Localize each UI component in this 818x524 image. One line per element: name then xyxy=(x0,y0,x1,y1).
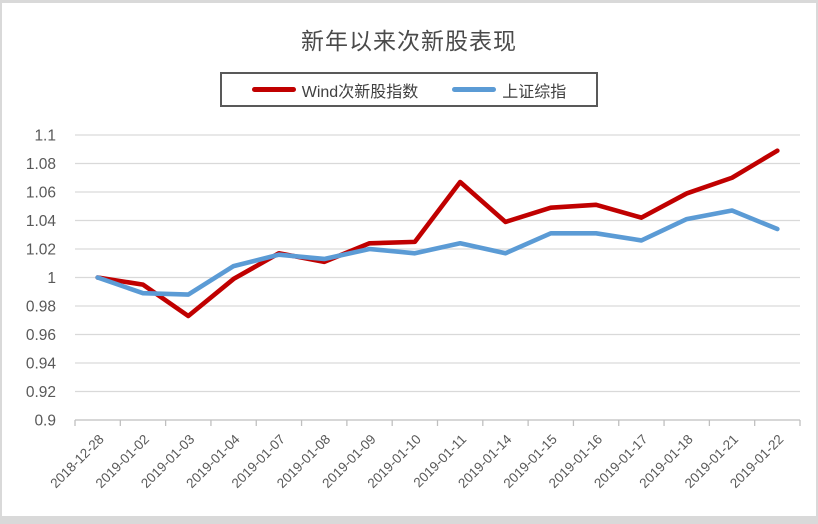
shanghai-composite-line-swatch xyxy=(452,87,497,92)
y-axis-tick-label: 1.04 xyxy=(26,213,57,230)
y-axis-tick-label: 0.98 xyxy=(26,299,56,316)
bottom-border-strip xyxy=(2,516,816,522)
legend-label-shanghai-composite: 上证综指 xyxy=(502,83,567,101)
y-axis-tick-label: 1.1 xyxy=(34,128,56,145)
wind-index-series-line xyxy=(95,148,780,319)
legend-box: Wind次新股指数 上证综指 xyxy=(220,72,598,107)
chart-title: 新年以来次新股表现 xyxy=(301,28,517,54)
y-axis-tick-label: 0.94 xyxy=(26,356,57,373)
y-axis-tick-label: 1.06 xyxy=(26,185,56,202)
y-axis-tick-label: 1 xyxy=(47,270,56,287)
wind-index-line-swatch xyxy=(251,87,296,92)
shanghai-composite-series-line xyxy=(95,208,780,297)
y-axis-tick-label: 0.96 xyxy=(26,327,56,344)
y-axis-tick-label: 1.08 xyxy=(26,156,56,173)
y-axis-tick-label: 0.92 xyxy=(26,384,56,401)
y-axis-tick-label: 1.02 xyxy=(26,242,56,259)
legend-item-wind-index: Wind次新股指数 xyxy=(251,78,419,102)
legend-label-wind-index: Wind次新股指数 xyxy=(301,83,419,101)
y-axis-tick-label: 0.9 xyxy=(34,413,56,430)
line-chart-plot-area: 1.11.081.061.041.0210.980.960.940.920.92… xyxy=(26,128,801,491)
legend-item-shanghai-composite: 上证综指 xyxy=(452,78,566,102)
